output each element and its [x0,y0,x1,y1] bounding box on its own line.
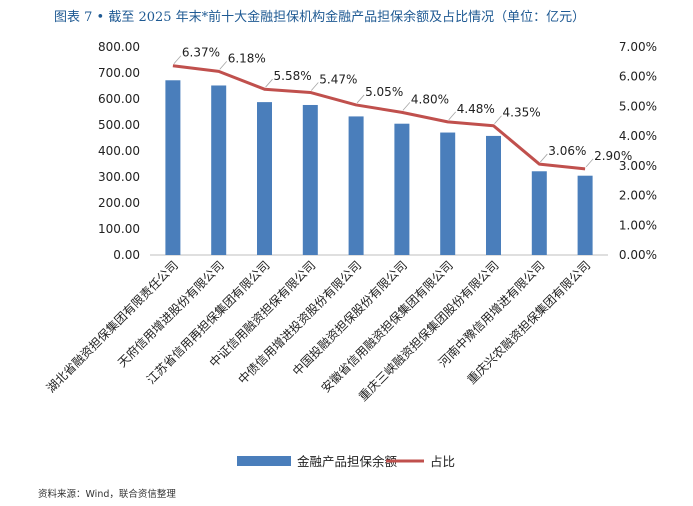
data-label-leader [356,94,365,104]
legend: 金融产品担保余额 占比 [237,454,455,469]
data-label-leader [539,153,548,163]
data-label: 4.80% [411,92,449,106]
data-label-leader [448,111,457,121]
data-label: 6.18% [228,51,266,65]
data-label: 3.06% [548,144,586,158]
right-axis-tick: 2.00% [619,189,657,203]
data-label-leader [310,82,319,91]
right-axis-ticks: 0.00% 1.00% 2.00% 3.00% 4.00% 5.00% 6.00% 7.00% [619,40,657,262]
data-label-leader [173,55,182,64]
right-axis-tick: 1.00% [619,218,657,232]
bar [577,175,593,255]
left-axis-tick: 100.00 [98,222,140,236]
right-axis-tick: 7.00% [619,40,657,54]
legend-bar-label: 金融产品担保余额 [297,454,398,469]
right-axis-tick: 6.00% [619,70,657,84]
bar [348,116,364,255]
left-axis-tick: 500.00 [98,118,140,132]
data-label: 4.48% [457,102,495,116]
left-axis-tick: 700.00 [98,66,140,80]
data-label: 5.05% [365,85,403,99]
right-axis-tick: 3.00% [619,159,657,173]
left-axis-tick: 300.00 [98,170,140,184]
data-label-leader [219,61,228,70]
data-label: 6.37% [182,46,220,60]
left-axis-tick: 0.00 [113,248,140,262]
bar [394,123,410,255]
data-label-leader [402,102,411,111]
legend-line-label: 占比 [430,454,455,469]
right-axis-tick: 4.00% [619,129,657,143]
legend-bar-swatch [237,456,291,466]
bar [440,132,456,255]
bar [531,171,547,255]
left-axis-ticks: 0.00 100.00 200.00 300.00 400.00 500.00 600.00… [98,40,140,262]
chart-title: 图表 7 • 截至 2025 年末*前十大金融担保机构金融产品担保余额及占比情况… [54,10,586,25]
left-axis-tick: 800.00 [98,40,140,54]
right-axis-tick: 5.00% [619,99,657,113]
data-label-leader [494,115,502,125]
left-axis-tick: 200.00 [98,196,140,210]
line-series: 6.37% 6.18% 5.58% 5.47% 5.05% 4.80% 4.48% 4.35%… [172,46,632,171]
bar [486,135,501,255]
source-note: 资料来源：Wind，联合资信整理 [38,489,176,500]
data-label-leader [265,78,273,88]
data-label: 5.58% [274,69,312,83]
bar [257,102,272,256]
right-axis-tick: 0.00% [619,248,657,262]
data-label: 4.35% [503,106,541,120]
data-label: 5.47% [319,72,357,86]
bar [302,104,318,255]
bar-series [165,80,593,256]
bar [165,80,181,255]
data-label-leader [585,158,594,168]
bar [211,85,227,255]
left-axis-tick: 600.00 [98,92,140,106]
share-line [172,64,586,171]
category-labels: 湖北省融资担保集团有限责任公司天府信用增进股份有限公司江苏省信用再担保集团有限公… [43,258,593,404]
left-axis-tick: 400.00 [98,144,140,158]
data-label: 2.90% [594,149,632,163]
